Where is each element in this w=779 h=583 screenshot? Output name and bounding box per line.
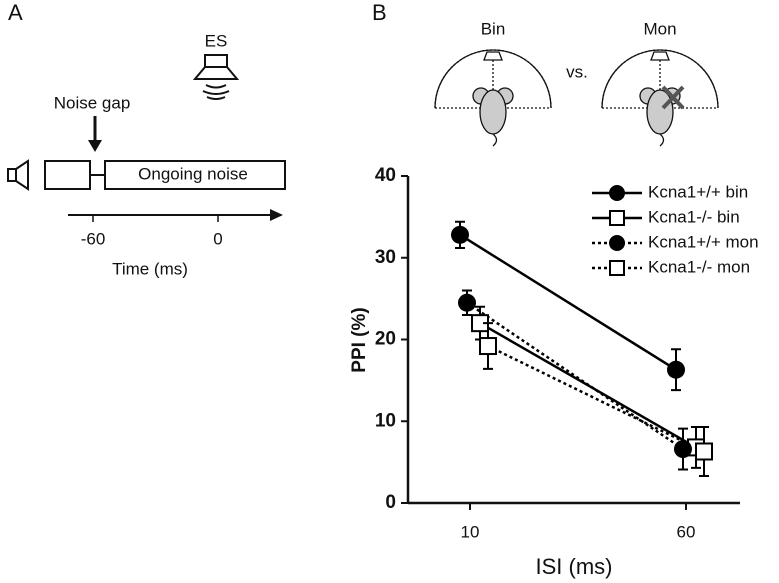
sound-icon	[7, 159, 29, 191]
y-tick-label: 40	[375, 165, 396, 186]
speaker-icon	[192, 54, 240, 100]
legend-label: Kcna1+/+ bin	[648, 182, 748, 201]
legend-marker	[609, 210, 625, 226]
x-axis-label: ISI (ms)	[536, 554, 613, 579]
y-tick-label: 10	[375, 410, 396, 431]
point	[451, 225, 469, 244]
legend-label: Kcna1-/- mon	[648, 257, 750, 276]
series-line	[466, 301, 684, 451]
vs-label: vs.	[566, 62, 588, 81]
time-axis	[68, 209, 283, 221]
y-tick-label: 20	[375, 329, 396, 350]
noise-blocks	[44, 160, 286, 190]
time-tick-label: -60	[81, 229, 106, 248]
y-axis-label: PPI (%)	[349, 307, 370, 372]
point	[458, 293, 476, 312]
noise-label: Ongoing noise	[138, 164, 248, 183]
condition-label: Bin	[481, 19, 506, 38]
legend-label: Kcna1-/- bin	[648, 207, 740, 226]
legend-marker	[609, 235, 625, 251]
y-tick-label: 0	[385, 492, 396, 513]
condition-label: Mon	[643, 19, 676, 38]
point	[695, 442, 713, 461]
legend-label: Kcna1+/+ mon	[648, 232, 759, 251]
x-tick-label: 60	[677, 522, 696, 541]
gap-label: Noise gap	[54, 93, 131, 112]
mouse-diagram	[434, 49, 719, 147]
series-line	[487, 344, 705, 453]
time-tick-label: 0	[213, 229, 222, 248]
x-tick-label: 10	[461, 522, 480, 541]
gap-arrow	[88, 116, 102, 152]
legend-marker	[609, 185, 625, 201]
point	[667, 360, 685, 379]
speaker-label: ES	[205, 31, 228, 50]
time-axis-label: Time (ms)	[112, 259, 188, 278]
panel-label: A	[8, 0, 23, 25]
point	[674, 440, 692, 459]
panel-label: B	[372, 0, 387, 25]
legend-marker	[609, 260, 625, 276]
series-line	[459, 233, 677, 371]
point	[479, 337, 497, 356]
y-tick-label: 30	[375, 247, 396, 268]
